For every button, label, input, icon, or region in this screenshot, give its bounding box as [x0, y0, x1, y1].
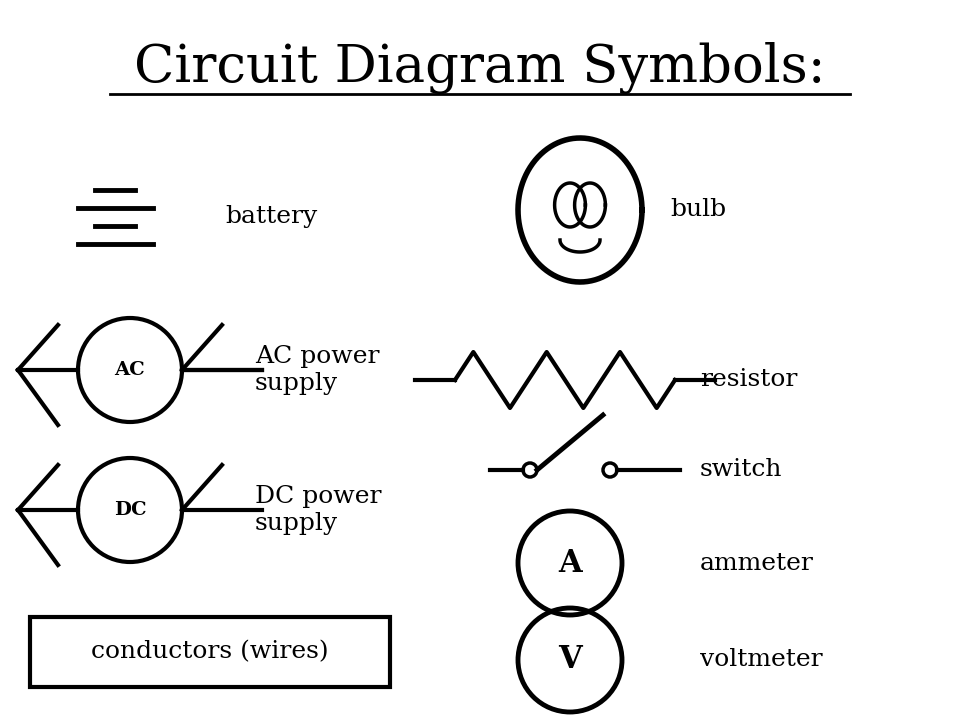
Text: conductors (wires): conductors (wires)	[91, 641, 329, 664]
Text: AC power
supply: AC power supply	[255, 345, 379, 395]
Text: voltmeter: voltmeter	[700, 649, 823, 672]
Text: A: A	[558, 547, 582, 578]
Text: DC power
supply: DC power supply	[255, 485, 381, 535]
Text: switch: switch	[700, 459, 782, 482]
Text: V: V	[558, 644, 582, 675]
Circle shape	[523, 463, 537, 477]
Text: DC: DC	[113, 501, 146, 519]
Text: Circuit Diagram Symbols:: Circuit Diagram Symbols:	[134, 42, 826, 94]
Text: battery: battery	[225, 205, 317, 228]
Text: ammeter: ammeter	[700, 552, 814, 575]
Text: bulb: bulb	[670, 199, 726, 222]
Bar	[30, 617, 390, 687]
Text: resistor: resistor	[700, 369, 798, 392]
Circle shape	[603, 463, 617, 477]
Text: AC: AC	[114, 361, 145, 379]
